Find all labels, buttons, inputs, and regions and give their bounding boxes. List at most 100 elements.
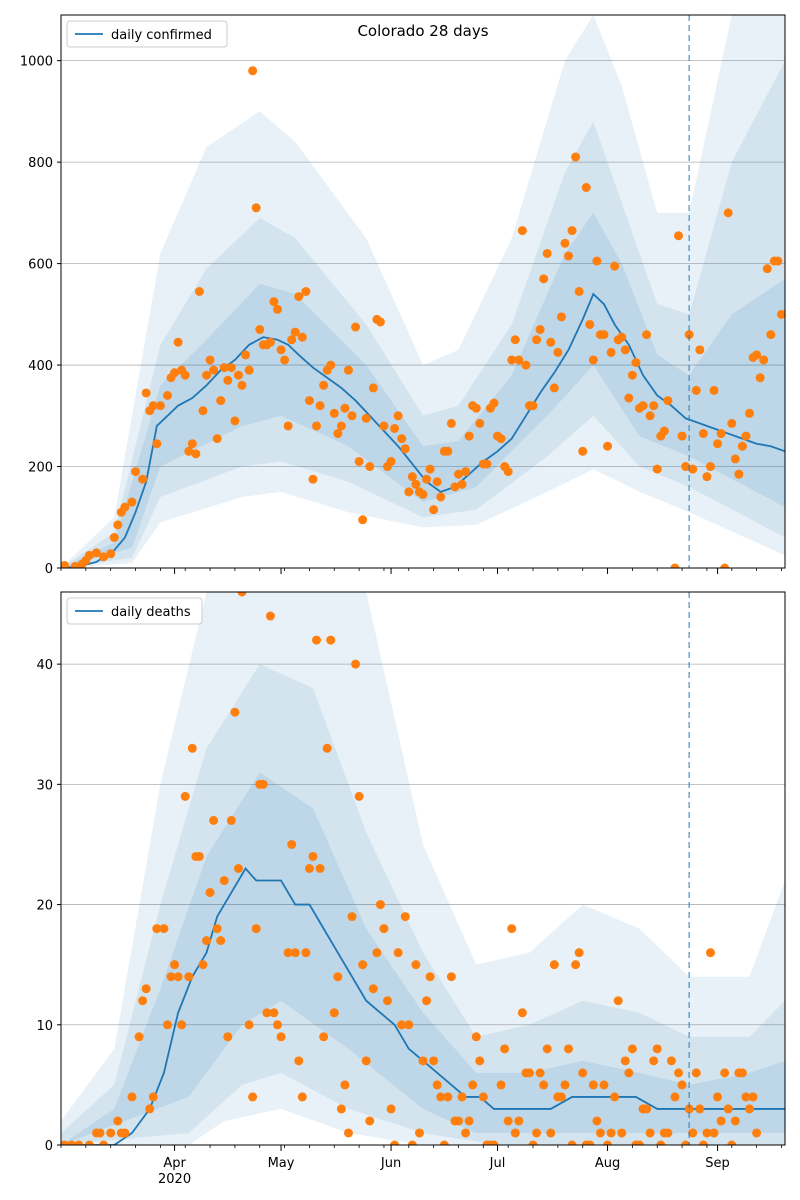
observed-point <box>674 231 684 241</box>
observed-point <box>361 413 371 423</box>
observed-point <box>283 421 293 431</box>
observed-point <box>631 358 641 368</box>
observed-point <box>574 287 584 296</box>
observed-point <box>585 319 595 329</box>
observed-point <box>752 1128 762 1138</box>
observed-point <box>610 1092 620 1102</box>
observed-point <box>340 403 350 413</box>
observed-point <box>666 1056 676 1066</box>
observed-point <box>113 520 123 530</box>
observed-point <box>716 429 726 439</box>
observed-point <box>131 467 141 477</box>
observed-point <box>301 948 311 958</box>
observed-point <box>422 474 432 484</box>
observed-point <box>152 439 162 449</box>
observed-point <box>514 355 524 365</box>
observed-point <box>755 373 765 383</box>
observed-point <box>209 365 219 375</box>
legend-label: daily confirmed <box>111 28 212 43</box>
observed-point <box>539 1080 549 1090</box>
observed-point <box>702 1128 712 1138</box>
observed-point <box>737 441 747 451</box>
observed-point <box>535 1068 545 1078</box>
observed-point <box>347 912 357 922</box>
observed-point <box>691 1068 701 1078</box>
observed-point <box>436 492 446 502</box>
y-tick-label: 0 <box>45 562 53 577</box>
observed-point <box>308 474 318 484</box>
observed-point <box>251 924 261 934</box>
observed-point <box>457 1092 467 1102</box>
observed-point <box>191 449 201 459</box>
observed-point <box>603 1140 613 1145</box>
observed-point <box>588 355 598 365</box>
observed-point <box>248 1092 258 1102</box>
chart-title: Colorado 28 days <box>357 22 488 40</box>
observed-point <box>244 365 254 375</box>
observed-point <box>120 1128 130 1138</box>
observed-point <box>351 322 361 332</box>
observed-point <box>478 1092 488 1102</box>
observed-point <box>539 274 549 284</box>
x-tick-label: Apr <box>163 1156 186 1171</box>
observed-point <box>379 421 389 431</box>
observed-point <box>475 418 485 428</box>
observed-point <box>61 1140 70 1145</box>
observed-point <box>202 370 212 380</box>
observed-point <box>603 441 613 451</box>
observed-point <box>681 1140 691 1145</box>
observed-point <box>212 434 222 444</box>
observed-point <box>148 1092 158 1102</box>
observed-point <box>230 416 240 426</box>
observed-point <box>209 815 219 825</box>
legend: daily deaths <box>66 597 203 625</box>
observed-point <box>155 401 165 411</box>
observed-point <box>464 431 474 441</box>
observed-point <box>773 256 783 266</box>
observed-point <box>592 256 602 266</box>
observed-point <box>461 1128 471 1138</box>
observed-point <box>276 345 286 355</box>
observed-point <box>74 1140 84 1145</box>
legend-box <box>66 20 228 48</box>
observed-point <box>418 489 428 499</box>
observed-point <box>713 439 723 449</box>
observed-point <box>148 401 158 411</box>
observed-point <box>730 454 740 464</box>
observed-point <box>251 203 261 213</box>
uncertainty-band-inner <box>61 772 785 1145</box>
observed-point <box>528 1140 538 1145</box>
observed-point <box>404 487 414 497</box>
observed-point <box>301 287 311 296</box>
observed-point <box>595 1128 605 1138</box>
observed-point <box>705 462 715 472</box>
observed-point <box>759 355 769 365</box>
observed-point <box>422 996 432 1006</box>
observed-point <box>354 791 364 801</box>
observed-point <box>510 335 520 345</box>
observed-point <box>613 996 623 1006</box>
observed-point <box>166 972 176 982</box>
observed-point <box>390 423 400 433</box>
observed-point <box>762 264 772 274</box>
observed-point <box>134 1032 144 1042</box>
observed-point <box>91 548 101 558</box>
observed-point <box>642 330 652 340</box>
observed-point <box>120 502 130 512</box>
observed-point <box>343 1128 353 1138</box>
plot-area <box>61 592 785 1145</box>
observed-point <box>294 1056 304 1066</box>
observed-point <box>393 948 403 958</box>
observed-point <box>297 1092 307 1102</box>
observed-point <box>386 1104 396 1114</box>
x-tick-label: Sep <box>705 1156 730 1171</box>
observed-point <box>503 1116 513 1126</box>
observed-point <box>315 401 325 411</box>
observed-point <box>496 1080 506 1090</box>
median-line <box>61 292 785 568</box>
observed-point <box>510 1128 520 1138</box>
observed-point <box>677 1080 687 1090</box>
observed-point <box>698 429 708 439</box>
observed-point <box>184 446 194 456</box>
observed-point <box>663 396 673 406</box>
